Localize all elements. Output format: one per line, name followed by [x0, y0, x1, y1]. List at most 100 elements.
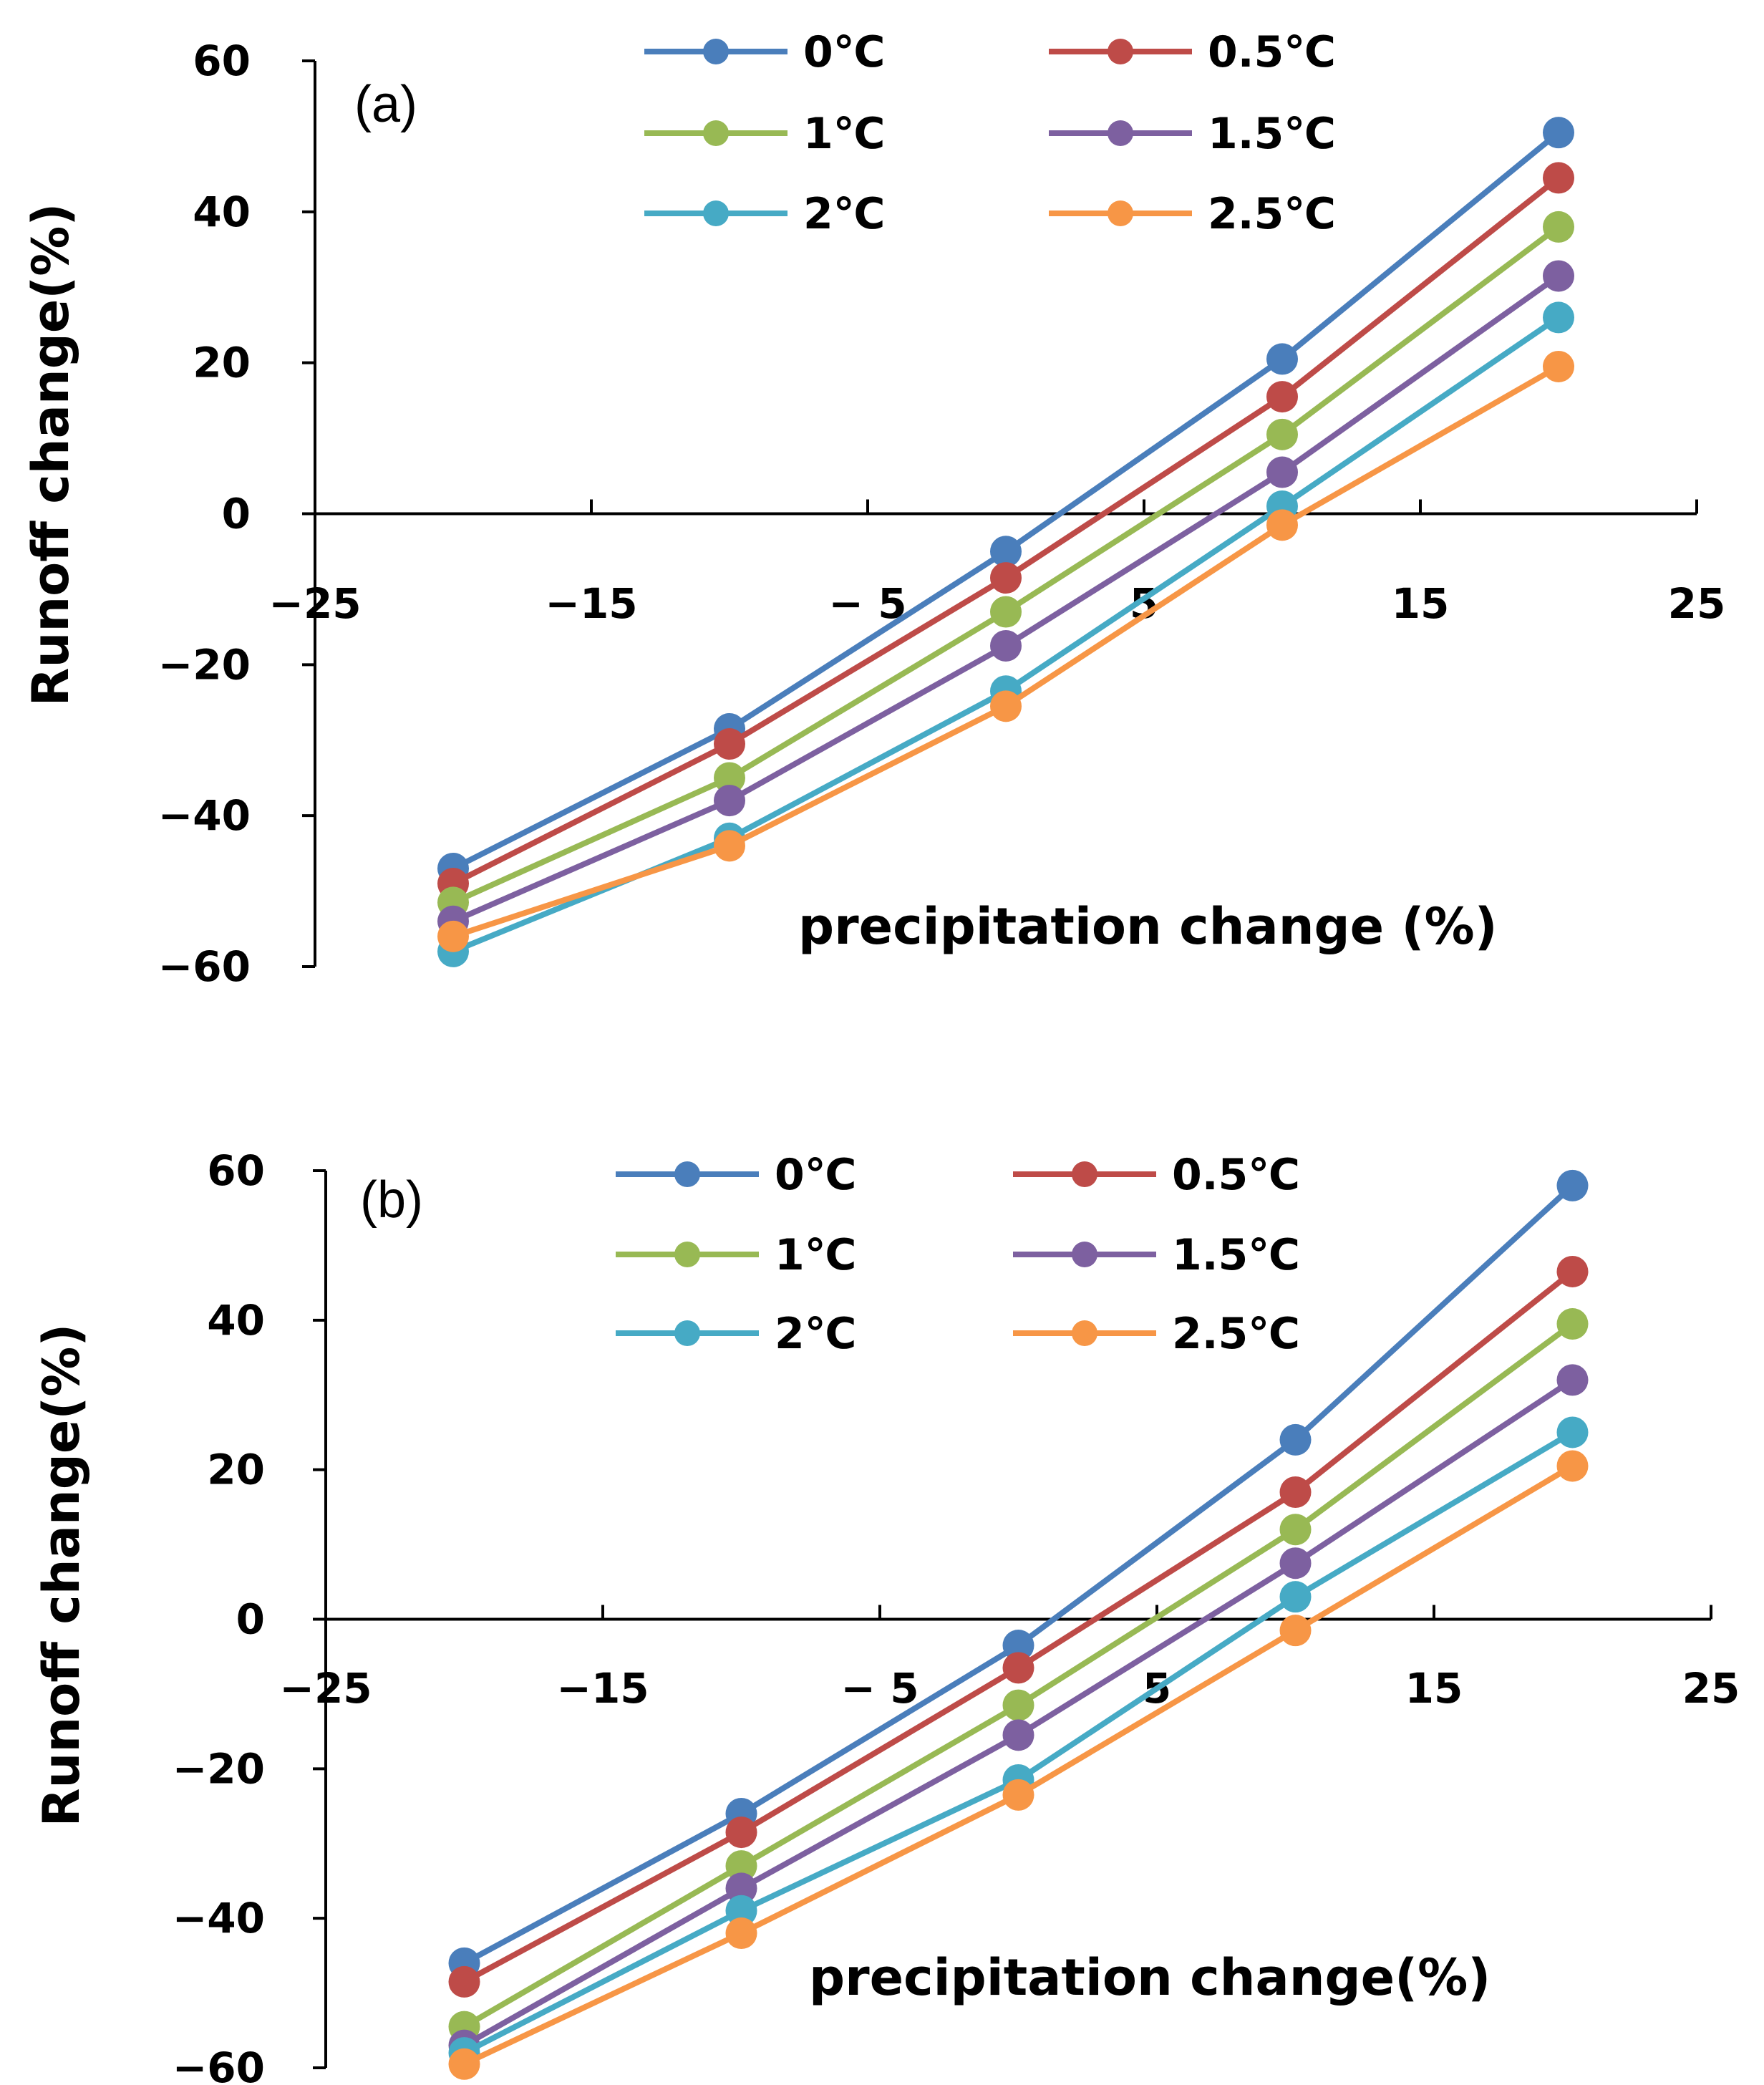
legend-marker: [674, 1242, 700, 1267]
y-tick-label: −40: [158, 791, 251, 840]
legend-marker: [1108, 200, 1133, 226]
legend-marker: [703, 39, 729, 64]
x-tick-label: −25: [268, 579, 361, 628]
x-tick-label: 15: [1392, 579, 1450, 628]
legend-marker: [1072, 1242, 1097, 1267]
y-tick-label: 60: [193, 37, 251, 85]
data-point: [1543, 117, 1574, 149]
data-point: [1543, 162, 1574, 194]
legend-label: 0.5℃: [1172, 1150, 1300, 1200]
data-point: [1266, 509, 1298, 541]
panel-label: (b): [360, 1171, 423, 1229]
legend-label: 1℃: [775, 1230, 856, 1280]
legend-marker: [1072, 1320, 1097, 1346]
data-point: [714, 785, 745, 817]
x-tick-label: −15: [556, 1664, 649, 1713]
data-point: [1543, 350, 1574, 382]
legend-item: 2.5℃: [1049, 189, 1336, 239]
data-point: [725, 1850, 757, 1882]
legend-label: 2℃: [775, 1309, 856, 1359]
data-point: [448, 2048, 480, 2080]
legend-label: 0℃: [803, 27, 885, 77]
data-point: [990, 629, 1022, 662]
legend-item: 1℃: [616, 1230, 856, 1280]
data-point: [1279, 1514, 1312, 1546]
legend-marker: [674, 1161, 700, 1187]
data-point: [1556, 1255, 1589, 1287]
legend-item: 1.5℃: [1049, 109, 1336, 159]
data-point: [1556, 1364, 1589, 1396]
data-point: [990, 562, 1022, 594]
legend-item: 0℃: [616, 1150, 856, 1200]
x-tick-label: − 5: [828, 579, 906, 628]
data-point: [1279, 1476, 1312, 1508]
data-point: [1543, 260, 1574, 292]
legend-label: 1.5℃: [1172, 1230, 1300, 1280]
x-axis-title: precipitation change(%): [809, 1948, 1491, 2007]
data-point: [1279, 1423, 1312, 1456]
y-tick-label: 40: [193, 188, 251, 236]
legend-item: 0.5℃: [1013, 1150, 1300, 1200]
x-axis-title: precipitation change (%): [798, 897, 1498, 956]
data-point: [1266, 418, 1298, 450]
y-axis-title: Runoff change(%): [32, 1324, 91, 1827]
legend-label: 1℃: [803, 109, 885, 159]
data-point: [1266, 456, 1298, 488]
legend-label: 2.5℃: [1172, 1309, 1300, 1359]
data-point: [714, 830, 745, 862]
legend-marker: [1108, 39, 1133, 64]
data-point: [1279, 1615, 1312, 1647]
legend-item: 1℃: [644, 109, 885, 159]
data-point: [725, 1872, 757, 1905]
data-point: [1279, 1547, 1312, 1580]
legend-item: 2℃: [616, 1309, 856, 1359]
legend-label: 2.5℃: [1208, 189, 1336, 239]
series-line: [462, 1183, 1575, 1966]
data-point: [1266, 343, 1298, 375]
data-point: [437, 920, 469, 952]
series-line: [452, 175, 1561, 886]
legend-item: 1.5℃: [1013, 1230, 1300, 1280]
legend-marker: [1072, 1161, 1097, 1187]
legend-marker: [703, 200, 729, 226]
y-tick-label: −20: [158, 640, 251, 689]
data-point: [1002, 1719, 1034, 1751]
y-tick-label: 60: [207, 1146, 265, 1195]
x-tick-label: 25: [1668, 579, 1726, 628]
data-point: [1002, 1630, 1034, 1662]
data-point: [1556, 1416, 1589, 1448]
x-tick-label: 25: [1682, 1664, 1740, 1713]
data-point: [714, 728, 745, 760]
y-tick-label: −40: [173, 1894, 265, 1943]
y-tick-label: −60: [158, 942, 251, 991]
data-point: [725, 1895, 757, 1927]
y-tick-label: 0: [222, 490, 251, 538]
x-tick-label: 15: [1405, 1664, 1463, 1713]
data-point: [990, 596, 1022, 628]
legend-label: 0.5℃: [1208, 27, 1336, 77]
x-tick-label: −25: [279, 1664, 372, 1713]
data-point: [448, 1965, 480, 1998]
legend-label: 2℃: [803, 189, 885, 239]
legend-item: 0.5℃: [1049, 27, 1336, 77]
legend-label: 0℃: [775, 1150, 856, 1200]
y-tick-label: −60: [173, 2043, 265, 2085]
x-tick-label: −15: [545, 579, 637, 628]
data-point: [1556, 1308, 1589, 1340]
data-point: [1002, 1689, 1034, 1721]
data-point: [1266, 381, 1298, 413]
legend-marker: [703, 120, 729, 146]
legend: 0℃ 0.5℃ 1℃ 1.5℃ 2℃ 2.5℃: [616, 1150, 1300, 1359]
data-point: [990, 536, 1022, 568]
legend-marker: [674, 1320, 700, 1346]
legend-item: 2℃: [644, 189, 885, 239]
data-point: [1543, 211, 1574, 243]
y-tick-label: −20: [173, 1744, 265, 1793]
data-point: [725, 1917, 757, 1950]
data-point: [1556, 1450, 1589, 1482]
data-point: [1279, 1581, 1312, 1613]
data-point: [714, 762, 745, 794]
